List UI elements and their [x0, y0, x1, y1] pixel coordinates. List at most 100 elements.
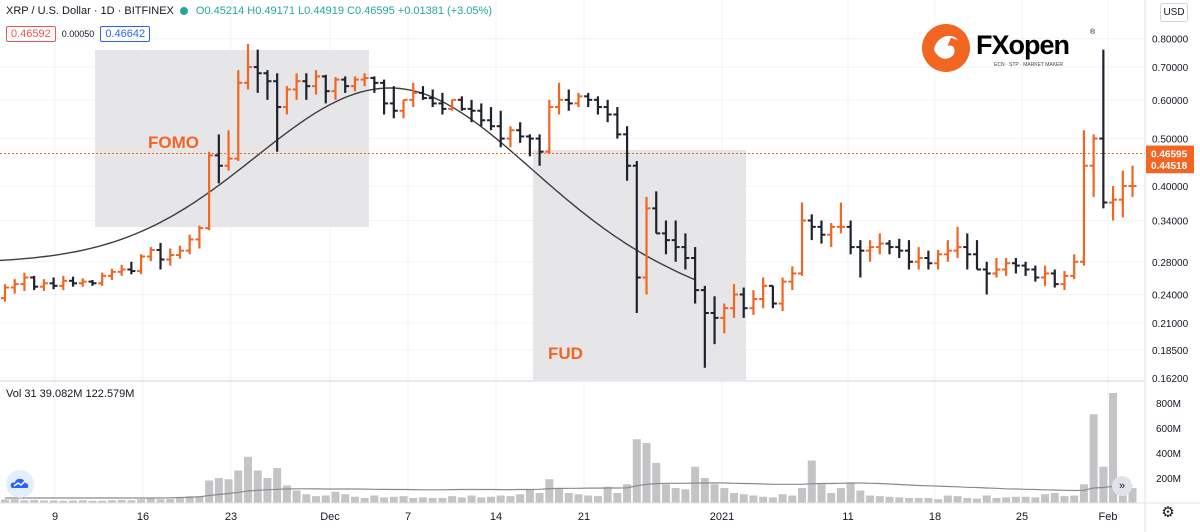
volume-bar: [798, 488, 807, 503]
ohlc-bar: [730, 284, 738, 318]
volume-bar: [30, 499, 39, 503]
volume-bar: [807, 460, 816, 503]
ohlc-bar: [370, 76, 379, 93]
volume-bar: [973, 498, 981, 503]
volume-bar: [282, 485, 291, 503]
gear-icon[interactable]: ⚙: [1161, 504, 1175, 521]
ohlc-bar: [973, 240, 981, 271]
symbol-title[interactable]: XRP / U.S. Dollar · 1D · BITFINEX: [6, 5, 174, 17]
ohlc-bar: [788, 266, 797, 291]
volume-bar: [448, 496, 457, 503]
ohlc-bar: [350, 76, 359, 92]
ohlc-bar: [78, 278, 87, 287]
symbol-legend: XRP / U.S. Dollar · 1D · BITFINEX O0.452…: [6, 5, 492, 17]
ohlc-bar: [137, 254, 146, 275]
ohlc-bar: [1079, 130, 1088, 266]
ohlc-bar: [175, 245, 184, 259]
ohlc-bar: [759, 277, 768, 309]
ohlc-bar: [418, 86, 427, 100]
volume-bar: [59, 500, 68, 503]
volume-bar: [759, 496, 768, 503]
volume-bar: [1128, 488, 1137, 503]
fud-zone-rect: [533, 150, 746, 380]
volume-bar: [681, 489, 690, 503]
ohlc-bar: [817, 220, 826, 244]
ohlc-bar: [156, 242, 165, 270]
volume-tick-label: 800M: [1156, 399, 1181, 410]
volume-bar: [496, 495, 505, 503]
volume-bar: [399, 496, 408, 503]
volume-bar: [613, 493, 622, 503]
ohlc-bar: [700, 285, 709, 368]
volume-bar: [146, 498, 155, 503]
volume-bar: [827, 493, 836, 503]
time-tick-label: 25: [1016, 511, 1028, 523]
volume-bar: [914, 498, 923, 503]
time-tick-label: Dec: [320, 511, 340, 523]
volume-bar: [253, 470, 262, 503]
ohlc-bar: [88, 279, 97, 286]
ohlc-bar: [691, 247, 700, 304]
volume-bar: [156, 499, 165, 503]
volume-bar: [574, 494, 583, 503]
annotations: FOMO FUD: [148, 133, 583, 363]
ohlc-bar: [1002, 257, 1011, 276]
volume-bar: [1011, 496, 1020, 503]
ohlc-bar: [1050, 269, 1059, 288]
ohlc-bar: [30, 275, 39, 291]
volume-bar: [312, 496, 321, 503]
volume-bar: [49, 500, 58, 503]
ohlc-bar: [1070, 254, 1079, 280]
volume-bar: [564, 493, 573, 503]
ohlc-bar: [107, 268, 116, 280]
currency-button[interactable]: USD: [1160, 3, 1188, 22]
ohlc-bar: [438, 92, 447, 115]
price-tick-label: 0.50000: [1152, 135, 1189, 146]
ohlc-bar: [1041, 265, 1050, 286]
ohlc-bar: [652, 191, 661, 235]
ohlc-bar: [457, 96, 466, 111]
time-tick-label: 18: [929, 511, 941, 523]
scroll-to-realtime-button[interactable]: »: [1112, 476, 1132, 496]
volume-bar: [992, 498, 1001, 503]
volume-bar: [350, 496, 359, 503]
ohlc-bar: [214, 134, 223, 184]
volume-name: Vol 31: [6, 388, 37, 400]
volume-bar: [234, 470, 243, 503]
volume-bar: [273, 468, 282, 503]
sell-button[interactable]: 0.46592: [6, 26, 56, 42]
volume-bar: [710, 484, 719, 503]
volume-bar: [768, 497, 777, 503]
buy-button[interactable]: 0.46642: [100, 26, 151, 42]
volume-bar: [409, 498, 418, 503]
ohlc-bar: [885, 240, 894, 255]
ohlc-bar: [341, 76, 350, 93]
volume-bar: [856, 490, 865, 503]
volume-bar: [418, 497, 427, 503]
close-value: C0.46595: [347, 5, 395, 17]
ohlc-values: O0.45214 H0.49171 L0.44919 C0.46595 +0.0…: [196, 5, 492, 17]
ohlc-bar: [535, 134, 544, 166]
price-tick-label: 0.24000: [1152, 291, 1189, 302]
cycle-curve: [0, 87, 696, 281]
low-value: L0.44919: [298, 5, 344, 17]
volume-bar: [127, 500, 136, 503]
spread-value: 0.00050: [61, 29, 95, 39]
ohlc-bar: [1021, 261, 1030, 276]
tradingview-logo-button[interactable]: [6, 470, 34, 498]
ohlc-bar: [185, 234, 194, 255]
ohlc-bar: [253, 49, 262, 93]
volume-bar: [730, 493, 738, 503]
volume-bar: [691, 466, 700, 503]
ohlc-bar: [1060, 271, 1069, 291]
volume-bar: [205, 480, 214, 503]
volume-tick-label: 400M: [1156, 449, 1181, 460]
volume-bar: [117, 500, 126, 503]
volume-bar: [739, 494, 748, 503]
ohlc-bar: [720, 303, 729, 334]
volume-bar: [1070, 495, 1079, 503]
ohlc-bar: [380, 79, 389, 115]
volume-bar: [10, 499, 19, 503]
volume-ma-line: [5, 482, 1133, 499]
